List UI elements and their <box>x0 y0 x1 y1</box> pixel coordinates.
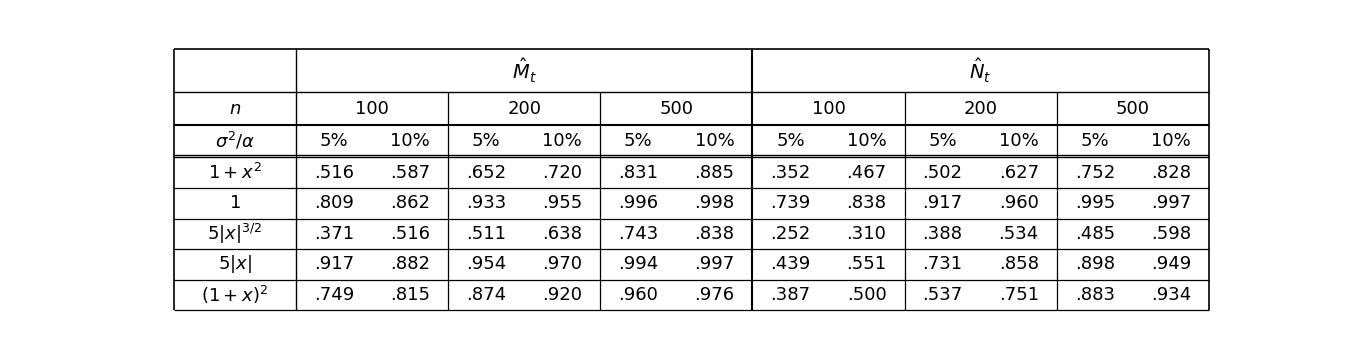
Text: 5%: 5% <box>1081 132 1109 150</box>
Text: .920: .920 <box>542 286 583 304</box>
Text: .917: .917 <box>314 255 353 273</box>
Text: $(1+x)^2$: $(1+x)^2$ <box>201 284 268 306</box>
Text: .828: .828 <box>1151 164 1191 182</box>
Text: 10%: 10% <box>542 132 583 150</box>
Text: 100: 100 <box>355 100 389 118</box>
Text: .537: .537 <box>923 286 963 304</box>
Text: .743: .743 <box>618 225 658 243</box>
Text: .809: .809 <box>314 194 353 212</box>
Text: .831: .831 <box>618 164 658 182</box>
Text: .883: .883 <box>1075 286 1114 304</box>
Text: .874: .874 <box>467 286 506 304</box>
Text: .997: .997 <box>1151 194 1191 212</box>
Text: .516: .516 <box>314 164 353 182</box>
Text: .511: .511 <box>467 225 506 243</box>
Text: .838: .838 <box>695 225 734 243</box>
Text: .898: .898 <box>1075 255 1114 273</box>
Text: .994: .994 <box>618 255 658 273</box>
Text: $\hat{M}_t$: $\hat{M}_t$ <box>511 56 537 85</box>
Text: 10%: 10% <box>1151 132 1191 150</box>
Text: .516: .516 <box>390 225 430 243</box>
Text: .997: .997 <box>695 255 734 273</box>
Text: $n$: $n$ <box>229 100 241 118</box>
Text: 100: 100 <box>812 100 846 118</box>
Text: .933: .933 <box>465 194 506 212</box>
Text: .838: .838 <box>847 194 886 212</box>
Text: .371: .371 <box>314 225 353 243</box>
Text: .885: .885 <box>695 164 734 182</box>
Text: .751: .751 <box>998 286 1039 304</box>
Text: .439: .439 <box>770 255 811 273</box>
Text: 5%: 5% <box>472 132 500 150</box>
Text: 5%: 5% <box>320 132 348 150</box>
Text: .534: .534 <box>998 225 1039 243</box>
Text: .467: .467 <box>846 164 886 182</box>
Text: .352: .352 <box>770 164 811 182</box>
Text: .627: .627 <box>998 164 1039 182</box>
Text: 10%: 10% <box>847 132 886 150</box>
Text: 200: 200 <box>963 100 998 118</box>
Text: .882: .882 <box>390 255 430 273</box>
Text: .731: .731 <box>923 255 963 273</box>
Text: .752: .752 <box>1075 164 1114 182</box>
Text: .995: .995 <box>1075 194 1114 212</box>
Text: $5|x|^{3/2}$: $5|x|^{3/2}$ <box>208 222 263 246</box>
Text: 10%: 10% <box>390 132 430 150</box>
Text: $1 + x^2$: $1 + x^2$ <box>208 163 262 183</box>
Text: .387: .387 <box>770 286 811 304</box>
Text: .976: .976 <box>695 286 734 304</box>
Text: .551: .551 <box>846 255 886 273</box>
Text: 200: 200 <box>507 100 541 118</box>
Text: .815: .815 <box>390 286 430 304</box>
Text: .252: .252 <box>770 225 811 243</box>
Text: .500: .500 <box>847 286 886 304</box>
Text: 10%: 10% <box>998 132 1039 150</box>
Text: .858: .858 <box>998 255 1039 273</box>
Text: $5|x|$: $5|x|$ <box>219 253 252 275</box>
Text: .954: .954 <box>465 255 506 273</box>
Text: .949: .949 <box>1151 255 1191 273</box>
Text: $1$: $1$ <box>229 194 240 212</box>
Text: .739: .739 <box>770 194 811 212</box>
Text: .652: .652 <box>467 164 506 182</box>
Text: .960: .960 <box>998 194 1039 212</box>
Text: $\sigma^2/\alpha$: $\sigma^2/\alpha$ <box>214 131 255 152</box>
Text: 500: 500 <box>1116 100 1149 118</box>
Text: 5%: 5% <box>928 132 956 150</box>
Text: .638: .638 <box>542 225 583 243</box>
Text: 500: 500 <box>660 100 693 118</box>
Text: .970: .970 <box>542 255 583 273</box>
Text: .598: .598 <box>1151 225 1191 243</box>
Text: 5%: 5% <box>625 132 653 150</box>
Text: .960: .960 <box>618 286 658 304</box>
Text: 10%: 10% <box>695 132 734 150</box>
Text: .917: .917 <box>923 194 963 212</box>
Text: .502: .502 <box>923 164 963 182</box>
Text: .310: .310 <box>847 225 886 243</box>
Text: .996: .996 <box>618 194 658 212</box>
Text: $\hat{N}_t$: $\hat{N}_t$ <box>970 56 992 85</box>
Text: .998: .998 <box>695 194 734 212</box>
Text: .720: .720 <box>542 164 583 182</box>
Text: .749: .749 <box>314 286 355 304</box>
Text: 5%: 5% <box>776 132 805 150</box>
Text: .388: .388 <box>923 225 963 243</box>
Text: .955: .955 <box>542 194 583 212</box>
Text: .587: .587 <box>390 164 430 182</box>
Text: .485: .485 <box>1075 225 1114 243</box>
Text: .934: .934 <box>1151 286 1191 304</box>
Text: .862: .862 <box>390 194 430 212</box>
